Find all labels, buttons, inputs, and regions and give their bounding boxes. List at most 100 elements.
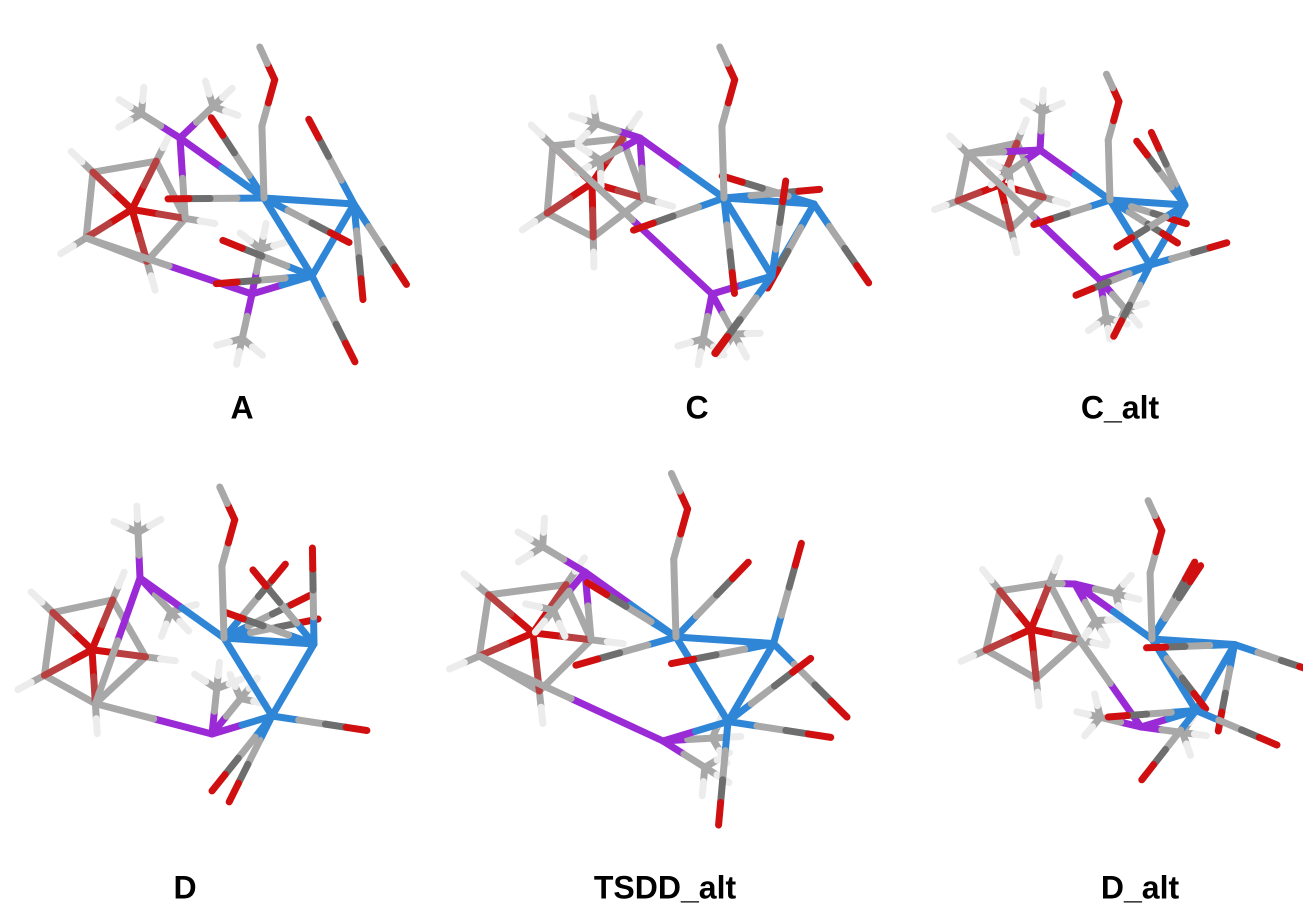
bond [158,620,170,640]
bond [82,201,94,242]
bond [667,469,684,495]
bond [485,586,531,599]
bond [1168,248,1197,263]
bond [946,132,963,149]
bond [523,581,570,594]
bond [128,205,163,218]
bond [1215,716,1246,734]
bond [1138,761,1158,784]
bond [1190,730,1210,740]
bond [1030,215,1055,229]
bond [108,187,136,213]
bond [260,194,292,214]
bond [1181,558,1199,583]
bond [233,347,243,368]
bond [566,179,596,202]
bond [115,649,150,661]
bond [1051,197,1071,208]
bond [692,718,732,735]
bond [214,658,224,680]
panel-label: A [230,389,253,425]
bond [248,343,267,359]
bond [260,194,292,241]
bond [1226,641,1238,673]
bond [522,600,544,611]
bond [121,157,160,171]
bond [191,670,210,685]
bond [178,604,228,642]
bond [672,633,729,644]
bond [1146,231,1171,269]
bond [1161,726,1185,753]
bond [647,618,680,641]
bond [82,234,173,270]
bond [49,602,87,617]
bond [565,568,589,595]
bond [931,201,950,214]
bond [1046,579,1068,616]
bond [954,197,988,219]
bond [669,203,703,220]
bond [201,77,213,98]
bond [791,539,805,569]
bond [603,591,630,610]
bond [628,216,716,298]
bond [1032,655,1062,682]
bond [1126,281,1144,309]
bond [193,103,217,126]
bond [1146,569,1155,610]
bond [514,528,534,543]
bond [853,262,873,287]
bond [1102,70,1117,92]
bond [514,550,534,566]
bond [165,262,256,298]
bond [1071,171,1114,204]
bond [128,181,148,213]
bond [772,219,784,253]
bond [720,192,755,202]
bond [244,736,264,768]
bond [543,194,574,217]
bond [1071,580,1117,615]
bond [795,185,824,195]
bond [588,179,597,214]
bond [230,149,253,179]
bond [353,227,363,262]
bond [276,598,301,627]
bond [1206,239,1231,252]
bond [1011,606,1035,633]
bond [92,715,101,738]
bond [1060,608,1083,644]
bond [249,566,270,590]
bond [162,214,189,244]
bond [584,602,595,644]
bond [1163,655,1186,682]
bond [134,528,143,559]
bond [518,218,539,234]
bond [219,236,246,252]
bond [982,616,997,654]
bond [1104,270,1133,286]
bond [771,668,797,690]
bond [698,778,708,800]
bond [1051,554,1064,575]
bond [1073,708,1093,719]
bond [1167,183,1189,209]
bond [221,107,242,119]
bond [724,700,755,725]
bond [1125,261,1154,278]
bond [114,568,128,590]
bond [1119,571,1135,589]
bond [152,157,175,194]
bond [546,142,557,183]
bond [716,43,731,67]
bond [244,673,276,720]
bond [555,619,569,640]
bond [964,148,1008,157]
bond [1192,707,1223,724]
bond [684,734,716,744]
bond [128,205,143,239]
bond [218,539,232,570]
